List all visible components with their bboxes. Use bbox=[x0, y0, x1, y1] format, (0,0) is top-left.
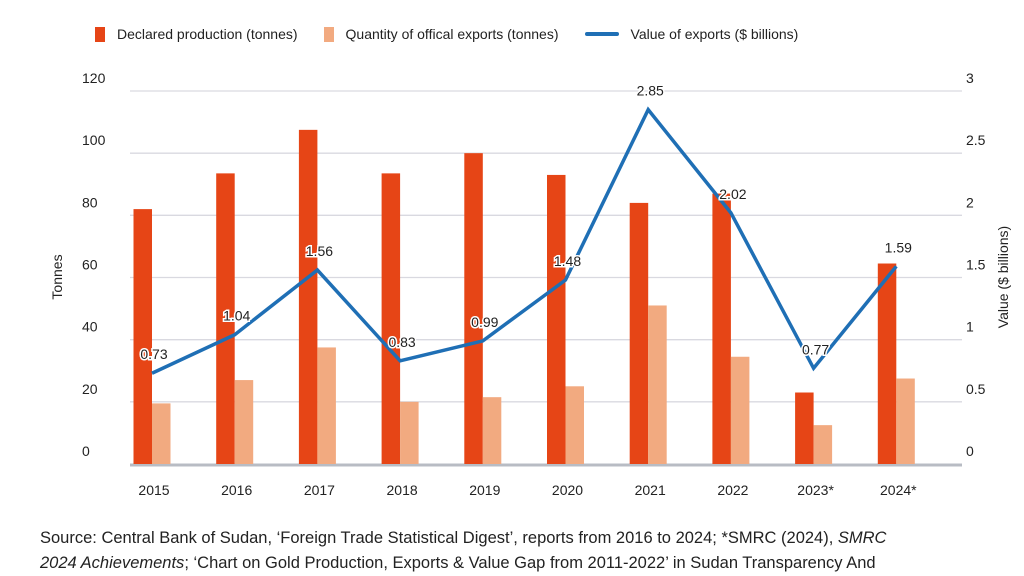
data-label-export-value: 2.02 bbox=[719, 186, 746, 202]
legend-swatch bbox=[95, 26, 105, 42]
x-tick-label: 2020 bbox=[552, 482, 583, 498]
y-tick-label: 20 bbox=[82, 381, 98, 397]
y2-tick-label: 2.5 bbox=[966, 132, 986, 148]
x-tick-label: 2018 bbox=[387, 482, 418, 498]
y2-tick-label: 0.5 bbox=[966, 381, 986, 397]
legend-swatch bbox=[323, 26, 334, 42]
y2-tick-label: 1.5 bbox=[966, 257, 986, 273]
x-tick-label: 2021 bbox=[635, 482, 666, 498]
y-axis-title: Tonnes bbox=[49, 254, 65, 299]
bar-official-exports bbox=[730, 356, 750, 464]
y2-tick-label: 3 bbox=[966, 70, 974, 86]
x-tick-label: 2015 bbox=[138, 482, 169, 498]
source-text-italic: 2024 Achievements bbox=[40, 554, 185, 572]
bar-declared-production bbox=[464, 153, 483, 464]
x-tick-label: 2023* bbox=[797, 482, 834, 498]
data-label-export-value: 1.56 bbox=[306, 243, 333, 259]
y-tick-label: 60 bbox=[82, 257, 98, 273]
bar-declared-production bbox=[629, 202, 649, 464]
bar-official-exports bbox=[400, 401, 419, 464]
bar-official-exports bbox=[648, 305, 667, 464]
legend-item-official-exports: Quantity of offical exports (tonnes) bbox=[323, 26, 559, 42]
data-label-export-value: 0.73 bbox=[140, 346, 167, 362]
x-tick-label: 2024* bbox=[880, 482, 917, 498]
source-note: Source: Central Bank of Sudan, ‘Foreign … bbox=[40, 526, 1024, 576]
data-label-export-value: 1.59 bbox=[885, 239, 912, 255]
bar-official-exports bbox=[234, 380, 254, 464]
bar-official-exports bbox=[152, 403, 171, 464]
bar-official-exports bbox=[317, 347, 336, 464]
bar-declared-production bbox=[547, 174, 566, 465]
x-tick-label: 2019 bbox=[469, 482, 500, 498]
chart-legend: Declared production (tonnes) Quantity of… bbox=[95, 26, 824, 42]
bar-official-exports bbox=[896, 378, 915, 464]
bar-declared-production bbox=[216, 173, 235, 464]
data-label-export-value: 0.83 bbox=[388, 334, 415, 350]
legend-label: Declared production (tonnes) bbox=[117, 26, 298, 42]
legend-item-export-value: Value of exports ($ billions) bbox=[584, 26, 799, 42]
bar-declared-production bbox=[298, 129, 318, 464]
legend-label: Quantity of offical exports (tonnes) bbox=[345, 26, 559, 42]
legend-label: Value of exports ($ billions) bbox=[630, 26, 799, 42]
y-tick-label: 100 bbox=[82, 132, 106, 148]
bar-declared-production bbox=[133, 209, 152, 464]
bar-official-exports bbox=[482, 397, 502, 464]
x-tick-label: 2016 bbox=[221, 482, 252, 498]
source-text: ; ‘Chart on Gold Production, Exports & V… bbox=[184, 554, 876, 572]
bar-declared-production bbox=[381, 173, 401, 464]
data-label-export-value: 1.48 bbox=[554, 253, 581, 269]
y2-tick-label: 1 bbox=[966, 319, 974, 335]
bar-declared-production bbox=[877, 263, 897, 464]
source-text-italic: SMRC bbox=[837, 529, 887, 547]
legend-line bbox=[584, 32, 619, 36]
bar-official-exports bbox=[813, 425, 833, 464]
data-label-export-value: 0.99 bbox=[471, 314, 498, 330]
bar-declared-production bbox=[712, 193, 731, 464]
x-tick-label: 2022 bbox=[717, 482, 748, 498]
bar-declared-production bbox=[795, 392, 814, 464]
y-tick-label: 120 bbox=[82, 70, 106, 86]
x-tick-label: 2017 bbox=[304, 482, 335, 498]
data-label-export-value: 2.85 bbox=[637, 83, 664, 99]
y-tick-label: 0 bbox=[82, 443, 90, 459]
y-tick-label: 80 bbox=[82, 194, 98, 210]
data-label-export-value: 0.77 bbox=[802, 341, 829, 357]
y2-tick-label: 0 bbox=[966, 443, 974, 459]
source-text: Source: Central Bank of Sudan, ‘Foreign … bbox=[40, 529, 838, 547]
chart-area: 0 20 40 60 80 100 120 0 0.5 1 1.5 2 2.5 3 Tonnes Value … bbox=[49, 70, 1011, 498]
bar-official-exports bbox=[565, 386, 584, 464]
data-label-export-value: 1.04 bbox=[223, 308, 250, 324]
line-export-value bbox=[151, 106, 898, 375]
y-tick-label: 40 bbox=[82, 319, 98, 335]
y2-tick-label: 2 bbox=[966, 194, 974, 210]
legend-item-declared-production: Declared production (tonnes) bbox=[95, 26, 298, 42]
y2-axis-title: Value ($ billions) bbox=[995, 226, 1011, 328]
